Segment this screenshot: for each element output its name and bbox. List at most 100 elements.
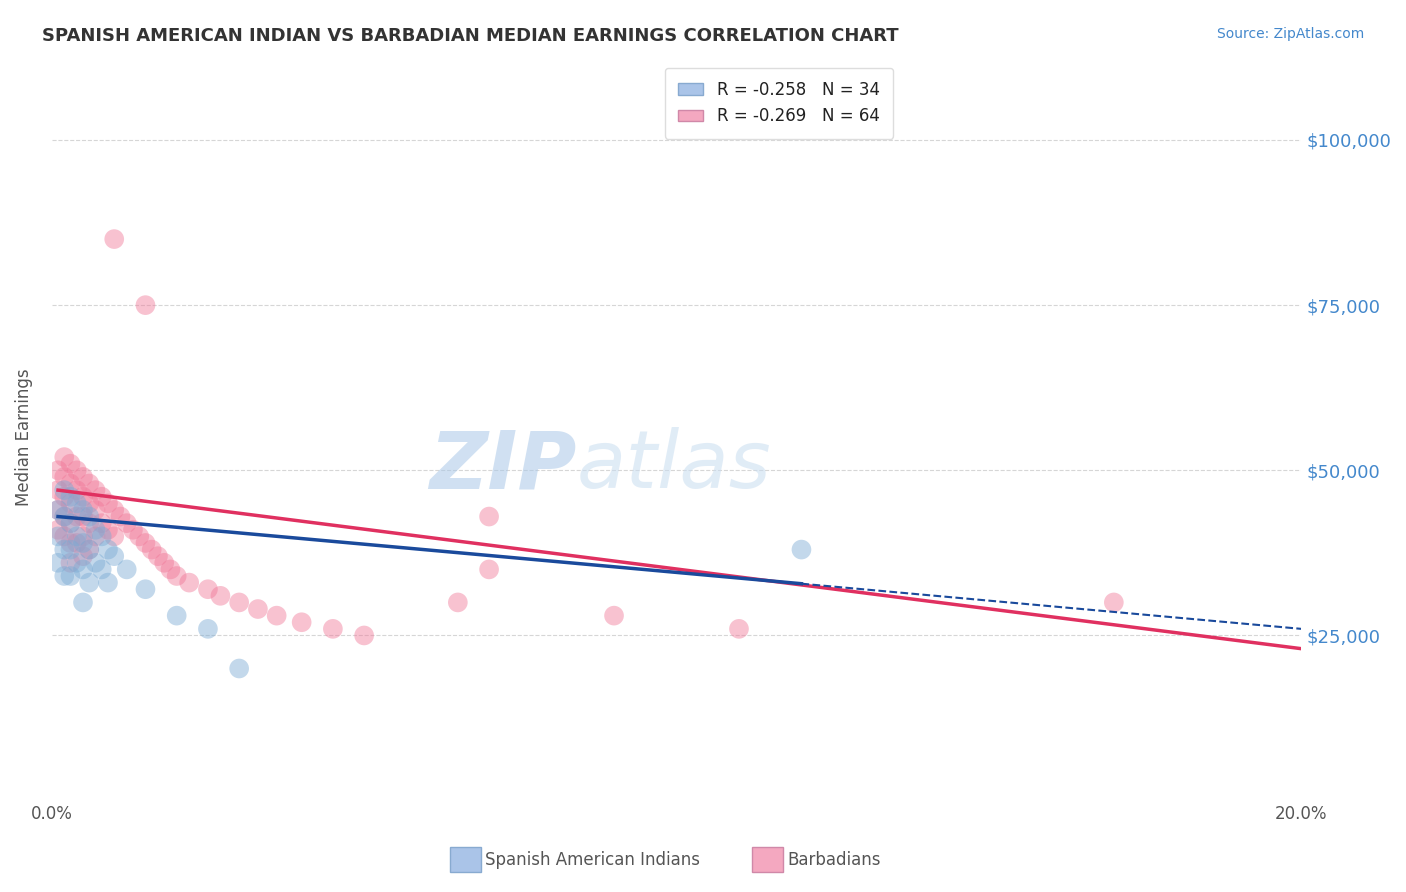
Point <box>46 523 69 537</box>
Point <box>53 569 76 583</box>
Point <box>53 450 76 464</box>
Point <box>134 536 156 550</box>
Point <box>59 457 82 471</box>
Point <box>159 562 181 576</box>
Point <box>728 622 751 636</box>
Point <box>603 608 626 623</box>
Point <box>228 595 250 609</box>
Point <box>66 463 89 477</box>
Point <box>353 628 375 642</box>
Point <box>128 529 150 543</box>
Point <box>53 542 76 557</box>
Point <box>478 509 501 524</box>
Point <box>134 298 156 312</box>
Point <box>77 516 100 530</box>
Y-axis label: Median Earnings: Median Earnings <box>15 368 32 506</box>
Point <box>66 536 89 550</box>
Point <box>77 542 100 557</box>
Point <box>90 516 112 530</box>
Point <box>72 503 94 517</box>
Point <box>153 556 176 570</box>
Point <box>84 503 107 517</box>
Text: ZIP: ZIP <box>429 427 576 506</box>
Point <box>322 622 344 636</box>
Point <box>146 549 169 564</box>
Legend: R = -0.258   N = 34, R = -0.269   N = 64: R = -0.258 N = 34, R = -0.269 N = 64 <box>665 68 893 139</box>
Point <box>59 516 82 530</box>
Point <box>72 595 94 609</box>
Point <box>1102 595 1125 609</box>
Point <box>77 476 100 491</box>
Point <box>84 529 107 543</box>
Point <box>122 523 145 537</box>
Point <box>447 595 470 609</box>
Point <box>72 549 94 564</box>
Point <box>103 549 125 564</box>
Point <box>197 582 219 597</box>
Point <box>166 608 188 623</box>
Point <box>97 523 120 537</box>
Point <box>77 542 100 557</box>
Point <box>53 470 76 484</box>
Point <box>266 608 288 623</box>
Point <box>77 575 100 590</box>
Point <box>46 503 69 517</box>
Point <box>46 556 69 570</box>
Point <box>77 509 100 524</box>
Point <box>103 503 125 517</box>
Point <box>59 542 82 557</box>
Point <box>90 562 112 576</box>
Point <box>66 529 89 543</box>
Text: Source: ZipAtlas.com: Source: ZipAtlas.com <box>1216 27 1364 41</box>
Text: atlas: atlas <box>576 427 772 506</box>
Point <box>53 509 76 524</box>
Point <box>72 562 94 576</box>
Text: Spanish American Indians: Spanish American Indians <box>485 851 700 869</box>
Point <box>59 536 82 550</box>
Point <box>84 556 107 570</box>
Point <box>53 529 76 543</box>
Point <box>77 496 100 510</box>
Point <box>66 556 89 570</box>
Point <box>179 575 201 590</box>
Point <box>72 470 94 484</box>
Point <box>246 602 269 616</box>
Point <box>46 503 69 517</box>
Point <box>46 483 69 497</box>
Text: SPANISH AMERICAN INDIAN VS BARBADIAN MEDIAN EARNINGS CORRELATION CHART: SPANISH AMERICAN INDIAN VS BARBADIAN MED… <box>42 27 898 45</box>
Point <box>59 569 82 583</box>
Point <box>53 490 76 504</box>
Point <box>110 509 132 524</box>
Point <box>90 529 112 543</box>
Point <box>66 509 89 524</box>
Point <box>90 490 112 504</box>
Point <box>66 496 89 510</box>
Point <box>53 483 76 497</box>
Point <box>97 575 120 590</box>
Point <box>291 615 314 630</box>
Point <box>134 582 156 597</box>
Point <box>97 496 120 510</box>
Point <box>72 536 94 550</box>
Point <box>46 463 69 477</box>
Point <box>197 622 219 636</box>
Point <box>59 516 82 530</box>
Point <box>141 542 163 557</box>
Point <box>790 542 813 557</box>
Point <box>84 523 107 537</box>
Point <box>115 562 138 576</box>
Point <box>53 509 76 524</box>
Point <box>59 476 82 491</box>
Point <box>103 529 125 543</box>
Point <box>115 516 138 530</box>
Point <box>209 589 232 603</box>
Point <box>84 483 107 497</box>
Point <box>72 529 94 543</box>
Point <box>228 661 250 675</box>
Point <box>72 509 94 524</box>
Point <box>59 556 82 570</box>
Point <box>166 569 188 583</box>
Point <box>59 496 82 510</box>
Text: Barbadians: Barbadians <box>787 851 882 869</box>
Point <box>478 562 501 576</box>
